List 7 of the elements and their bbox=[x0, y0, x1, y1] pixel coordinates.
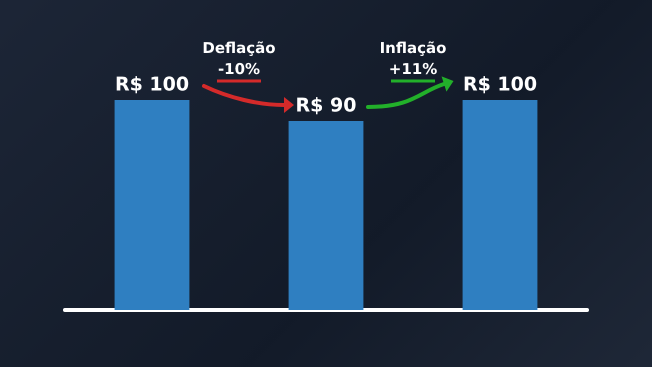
data-label: R$ 90 bbox=[296, 94, 356, 116]
text: +11% bbox=[388, 60, 438, 78]
text: Inflação bbox=[380, 39, 446, 57]
text: Deflação bbox=[202, 39, 276, 57]
text: -10% bbox=[218, 60, 260, 78]
data-label: R$ 100 bbox=[114, 74, 190, 96]
data-label: R$ 100 bbox=[462, 74, 538, 96]
